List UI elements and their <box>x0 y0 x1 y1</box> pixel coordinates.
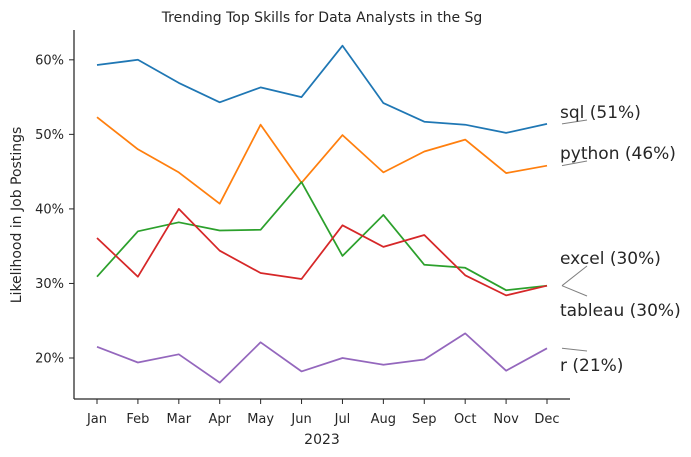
y-tick-label: 30% <box>35 277 64 292</box>
y-tick-label: 60% <box>35 53 64 68</box>
y-axis-label: Likelihood in Job Postings <box>9 127 25 304</box>
x-tick-label: Sep <box>412 412 437 427</box>
y-tick-label: 50% <box>35 128 64 143</box>
end-label-leader <box>561 347 588 352</box>
y-tick-label: 40% <box>35 202 64 217</box>
end-label-python: python (46%) <box>560 144 676 164</box>
x-tick-label: Nov <box>493 412 519 427</box>
series-line-python <box>96 116 548 205</box>
end-label-leader <box>561 160 588 167</box>
end-label-leader <box>561 119 588 125</box>
x-tick-label: Aug <box>371 412 396 427</box>
x-tick-label: May <box>247 412 274 427</box>
end-label-leader <box>561 285 588 297</box>
end-label-leader <box>561 265 588 287</box>
series-line-excel <box>96 181 548 292</box>
end-label-r: r (21%) <box>560 356 623 376</box>
end-labels: sql (51%) python (46%) excel (30%) tableau … <box>560 103 681 376</box>
series-line-r <box>96 332 548 384</box>
end-label-tableau: tableau (30%) <box>560 301 681 321</box>
y-tick-label: 20% <box>35 352 64 367</box>
x-tick-label: Mar <box>167 412 192 427</box>
x-tick-label: Oct <box>454 412 476 427</box>
end-label-excel: excel (30%) <box>560 249 661 269</box>
series-lines <box>96 44 548 384</box>
series-line-tableau <box>96 208 548 297</box>
x-tick-label: Dec <box>534 412 559 427</box>
x-tick-label: Jul <box>334 412 351 427</box>
axis-ticks: Jan Feb Mar Apr May Jun Jul Aug Sep Oct Nov Dec 20% 3… <box>35 53 559 427</box>
series-line-sql <box>96 44 548 134</box>
x-tick-label: Apr <box>208 412 231 427</box>
chart-title: Trending Top Skills for Data Analysts in… <box>161 10 483 26</box>
x-tick-label: Jan <box>86 412 107 427</box>
end-label-sql: sql (51%) <box>560 103 641 123</box>
x-axis-label: 2023 <box>304 432 340 448</box>
x-tick-label: Jun <box>290 412 311 427</box>
x-tick-label: Feb <box>126 412 149 427</box>
